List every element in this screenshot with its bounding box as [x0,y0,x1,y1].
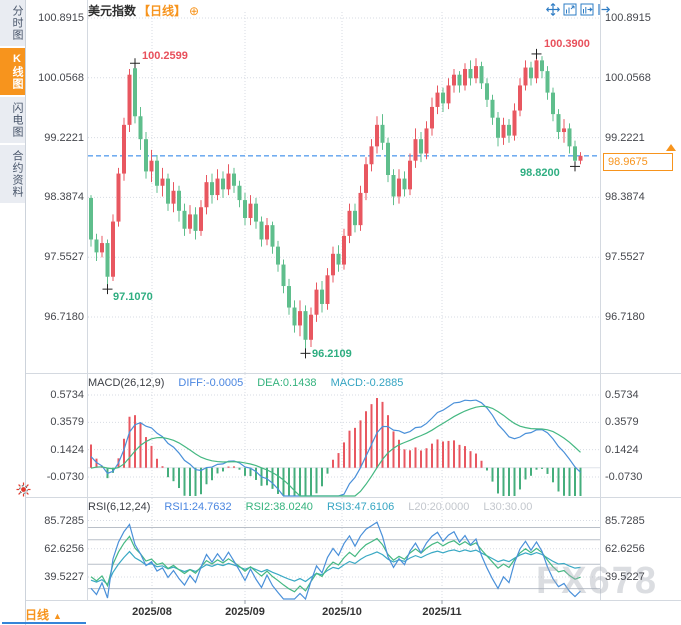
macd-params: MACD(26,12,9) [88,377,165,389]
timeframe-dropdown[interactable]: 日线 ▲ [25,606,62,623]
crosshair-icon[interactable] [546,3,560,16]
pan-range-icon[interactable] [580,3,594,16]
bottom-panel-edge [2,622,86,624]
price-up-arrow-icon [666,144,676,151]
rsi-params: RSI(6,12,24) [88,501,151,513]
watermark: FX678 [536,560,658,602]
annotation-high-100-3900: 100.3900 [544,38,590,50]
macd-header: MACD(26,12,9) DIFF:-0.0005 DEA:0.1438 MA… [88,377,403,389]
main-panel [88,12,600,373]
rsi3-value: RSI3:47.6106 [326,501,395,513]
overlay-layer [0,0,681,604]
rsi2-value: RSI2:38.0240 [245,501,313,513]
caret-up-icon: ▲ [53,611,62,621]
timeframe-tag: 【日线】 [138,4,187,18]
rsi-l30-value: L30:30.00 [483,501,533,513]
sidebar-tab-2[interactable]: 闪电图 [0,97,25,143]
rsi-header: RSI(6,12,24) RSI1:24.7632 RSI2:38.0240 R… [88,501,532,513]
sidebar: 分时图 K线图 闪电图 合约资料 [0,0,26,625]
sidebar-tab-1[interactable]: K线图 [0,48,25,95]
fit-range-icon[interactable] [563,3,577,16]
chart-title: 美元指数 【日线】 ⊕ [88,2,199,19]
annotation-high-100-2599: 100.2599 [142,50,188,62]
macd-macd-value: MACD:-0.2885 [330,377,404,389]
chart-toolbar [546,3,611,16]
instrument-name: 美元指数 [88,4,137,18]
timeframe-dropdown-label: 日线 [25,608,50,622]
last-price-tag: 98.9675 [603,153,673,171]
add-compare-icon[interactable]: ⊕ [189,4,200,18]
macd-dea-value: DEA:0.1438 [257,377,317,389]
annotation-low-96-2109: 96.2109 [312,348,352,360]
annotation-low-97-1070: 97.1070 [113,291,153,303]
go-latest-icon[interactable] [597,3,611,16]
rsi-l20-value: L20:20.0000 [408,501,470,513]
macd-panel [88,374,600,497]
rsi-panel [88,498,600,600]
sidebar-tab-0[interactable]: 分时图 [0,0,25,46]
live-alert-icon[interactable] [16,482,31,497]
rsi1-value: RSI1:24.7632 [164,501,232,513]
sidebar-tab-3[interactable]: 合约资料 [0,145,25,203]
macd-diff-value: DIFF:-0.0005 [178,377,244,389]
annotation-low-98-8200: 98.8200 [520,167,560,179]
